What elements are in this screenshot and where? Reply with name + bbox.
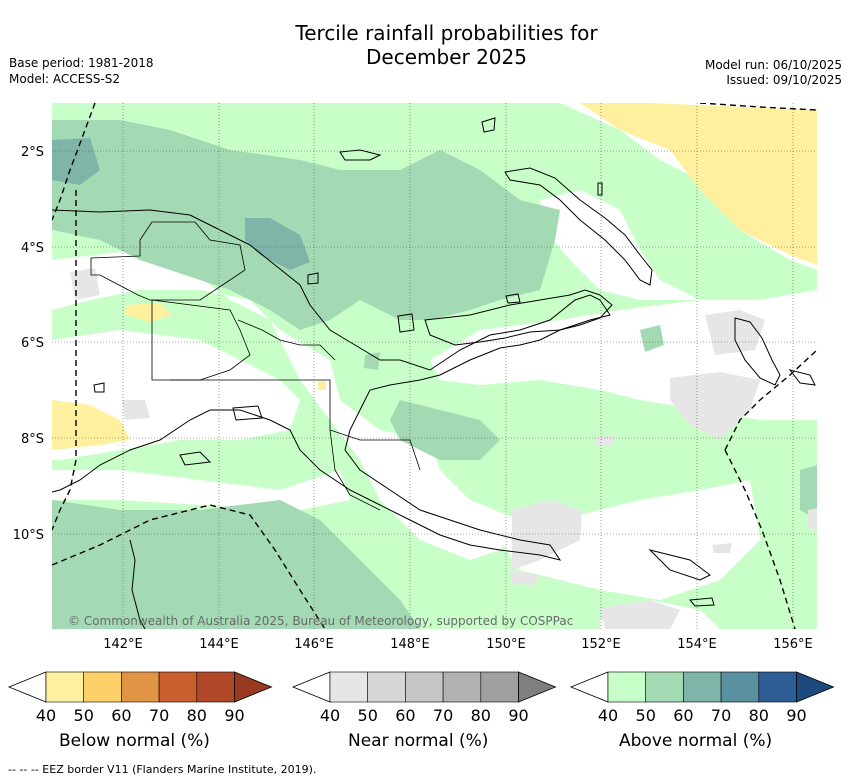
colorbar-tick-label: 50	[358, 706, 378, 725]
colorbar-tick-label: 70	[711, 706, 731, 725]
copyright-text: © Commonwealth of Australia 2025, Bureau…	[68, 614, 573, 628]
issued-text: Issued: 09/10/2025	[726, 73, 842, 87]
colorbar-tick-label: 80	[749, 706, 769, 725]
colorbar-segment	[367, 671, 406, 703]
lon-label: 142°E	[103, 637, 143, 652]
lon-label: 156°E	[773, 637, 813, 652]
colorbar-segment	[196, 671, 235, 703]
colorbar-segment	[158, 671, 198, 703]
model-run-text: Model run: 06/10/2025	[704, 58, 842, 72]
colorbar-tick-label: 80	[187, 706, 207, 725]
map-title-line-2: December 2025	[366, 45, 527, 69]
colorbar-tick-label: 70	[149, 706, 169, 725]
lat-label: 2°S	[21, 145, 44, 160]
colorbar-segment	[45, 671, 85, 703]
lat-label: 4°S	[21, 241, 44, 256]
colorbar-tick-label: 80	[471, 706, 491, 725]
colorbar-tick-label: 40	[598, 706, 618, 725]
colorbar-tick-label: 90	[786, 706, 806, 725]
map-title-line-1: Tercile rainfall probabilities for	[295, 21, 598, 45]
colorbar-segment	[645, 671, 684, 703]
colorbar-title-below: Below normal (%)	[59, 731, 210, 751]
colorbar-segment	[329, 671, 369, 703]
colorbar-segment	[442, 671, 482, 703]
lon-label: 146°E	[294, 637, 334, 652]
lon-label: 154°E	[677, 637, 717, 652]
colorbar-1: 40 50 60 70 80 90	[291, 671, 557, 725]
lon-label: 152°E	[581, 637, 621, 652]
colorbar-0: 40 50 60 70 80 90	[7, 671, 273, 725]
graticule	[52, 103, 817, 629]
colorbar-segment	[720, 671, 760, 703]
colorbar-tick-label: 60	[111, 706, 131, 725]
colorbar-tick-label: 40	[36, 706, 56, 725]
lat-label: 10°S	[13, 528, 44, 543]
colorbar-segment	[683, 671, 722, 703]
lon-label: 144°E	[199, 637, 239, 652]
colorbar-segment	[607, 671, 647, 703]
province-borders	[90, 221, 421, 511]
lat-label: 8°S	[21, 432, 44, 447]
colorbar-segment	[758, 671, 797, 703]
colorbar-title-near: Near normal (%)	[348, 731, 489, 751]
colorbar-segment	[480, 671, 519, 703]
eez-footnote: -- -- -- EEZ border V11 (Flanders Marine…	[8, 763, 317, 776]
colorbar-extend-low	[7, 671, 47, 703]
probability-field	[52, 103, 817, 629]
lon-label: 150°E	[486, 637, 526, 652]
coastlines	[52, 117, 816, 629]
colorbar-segment	[121, 671, 160, 703]
model-text: Model: ACCESS-S2	[9, 72, 121, 86]
colorbar-extend-high	[796, 671, 835, 703]
colorbar-tick-label: 70	[433, 706, 453, 725]
colorbar-extend-high	[234, 671, 273, 703]
colorbar-tick-label: 40	[320, 706, 340, 725]
eez-borders	[52, 103, 817, 629]
lon-label: 148°E	[390, 637, 430, 652]
colorbar-tick-label: 50	[74, 706, 94, 725]
colorbar-title-above: Above normal (%)	[619, 731, 773, 751]
colorbar-tick-label: 50	[636, 706, 656, 725]
colorbar-extend-high	[518, 671, 557, 703]
colorbar-tick-label: 90	[224, 706, 244, 725]
colorbar-extend-low	[291, 671, 331, 703]
colorbar-tick-label: 90	[508, 706, 528, 725]
base-period-text: Base period: 1981-2018	[9, 56, 154, 70]
colorbar-segment	[405, 671, 444, 703]
colorbar-2: 40 50 60 70 80 90	[569, 671, 835, 725]
lat-label: 6°S	[21, 336, 44, 351]
colorbar-tick-label: 60	[673, 706, 693, 725]
colorbar-segment	[83, 671, 122, 703]
colorbar-extend-low	[569, 671, 609, 703]
colorbar-tick-label: 60	[395, 706, 415, 725]
colorbar-group: 40 50 60 70 80 90 40 50 60 70 80 90 40 50 60 70 80 90	[7, 671, 835, 725]
